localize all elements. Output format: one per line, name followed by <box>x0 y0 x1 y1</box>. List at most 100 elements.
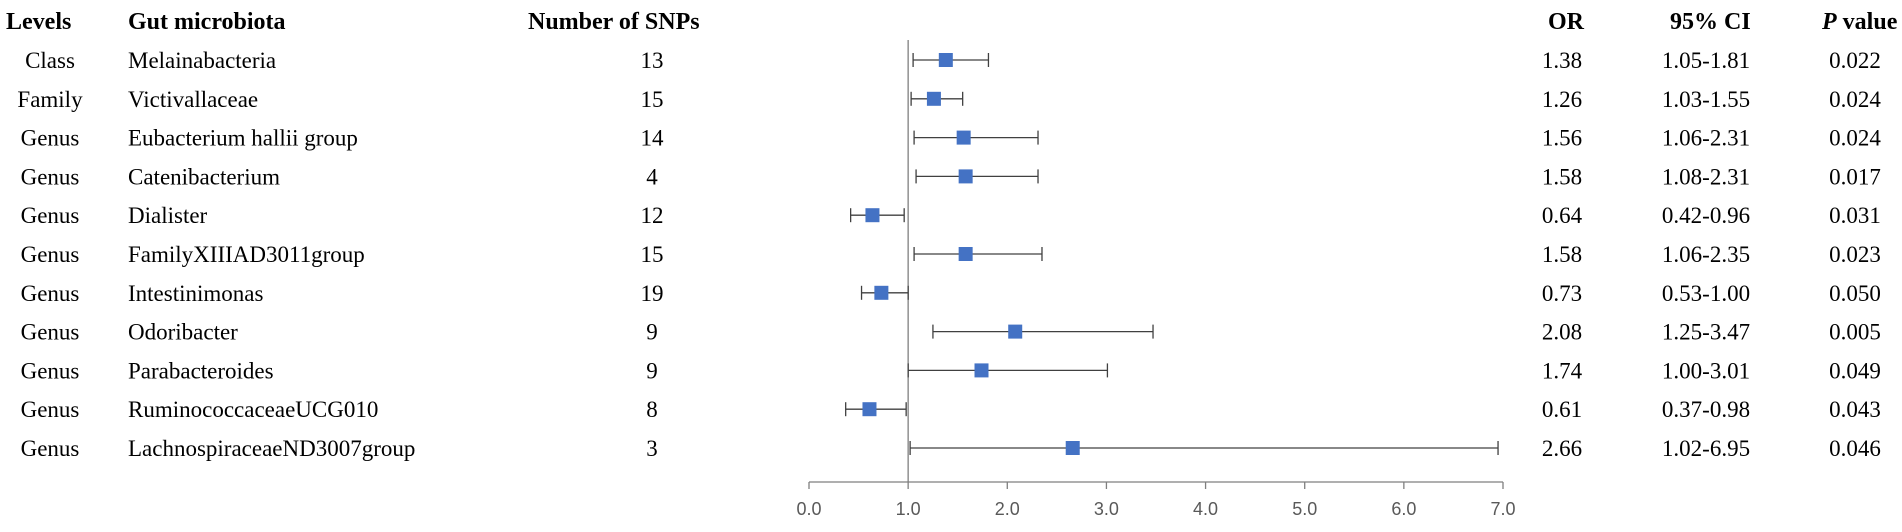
row-p-value: 0.024 <box>1829 87 1881 112</box>
or-marker <box>1008 324 1023 339</box>
row-p-value: 0.050 <box>1829 281 1881 306</box>
row-p-value: 0.043 <box>1829 397 1881 422</box>
row-taxon: Victivallaceae <box>128 87 258 112</box>
table-row: Genus Intestinimonas 19 0.73 0.53-1.00 0.050 <box>21 281 1881 306</box>
x-tick-label: 3.0 <box>1094 499 1119 519</box>
row-taxon: RuminococcaceaeUCG010 <box>128 397 378 422</box>
row-ci: 1.25-3.47 <box>1662 320 1750 345</box>
row-taxon: LachnospiraceaeND3007group <box>128 436 415 461</box>
row-snps: 13 <box>641 48 664 73</box>
x-tick-label: 7.0 <box>1490 499 1515 519</box>
row-taxon: Intestinimonas <box>128 281 263 306</box>
row-snps: 9 <box>646 358 658 383</box>
table-row: Genus RuminococcaceaeUCG010 8 0.61 0.37-0.98… <box>21 397 1881 422</box>
row-level: Genus <box>21 358 80 383</box>
row-p-value: 0.022 <box>1829 48 1881 73</box>
table-rows: Class Melainabacteria 13 1.38 1.05-1.81 0.022… <box>17 48 1881 461</box>
row-or: 0.64 <box>1542 203 1583 228</box>
x-tick-label: 4.0 <box>1193 499 1218 519</box>
row-ci: 1.05-1.81 <box>1662 48 1750 73</box>
row-p-value: 0.031 <box>1829 203 1881 228</box>
table-row: Genus Odoribacter 9 2.08 1.25-3.47 0.005 <box>21 320 1881 345</box>
forest-row-marks <box>907 363 1109 378</box>
row-snps: 12 <box>641 203 664 228</box>
x-tick-label: 5.0 <box>1292 499 1317 519</box>
table-row: Genus Eubacterium hallii group 14 1.56 1.06-… <box>21 126 1882 151</box>
row-taxon: Eubacterium hallii group <box>128 126 358 151</box>
forest-row-marks <box>849 208 905 223</box>
row-or: 1.58 <box>1542 164 1582 189</box>
row-or: 1.56 <box>1542 126 1582 151</box>
row-p-value: 0.017 <box>1829 164 1881 189</box>
row-snps: 19 <box>641 281 664 306</box>
header-taxon: Gut microbiota <box>128 9 286 35</box>
row-snps: 15 <box>641 242 664 267</box>
row-ci: 0.53-1.00 <box>1662 281 1750 306</box>
row-snps: 9 <box>646 320 658 345</box>
forest-row-marks <box>913 247 1043 261</box>
row-p-value: 0.023 <box>1829 242 1881 267</box>
forest-row-marks <box>915 169 1039 184</box>
row-taxon: Parabacteroides <box>128 358 274 383</box>
row-taxon: Dialister <box>128 203 208 228</box>
or-marker <box>956 130 971 145</box>
x-tick-label: 2.0 <box>995 499 1020 519</box>
row-ci: 0.37-0.98 <box>1662 397 1750 422</box>
row-level: Genus <box>21 436 80 461</box>
row-ci: 1.08-2.31 <box>1662 164 1750 189</box>
row-snps: 15 <box>641 87 664 112</box>
header-snps: Number of SNPs <box>528 9 700 35</box>
table-row: Genus FamilyXIIIAD3011group 15 1.58 1.06-2.3… <box>21 242 1881 267</box>
row-or: 1.58 <box>1542 242 1582 267</box>
header-p-letter: P <box>1821 9 1837 35</box>
forest-row-marks <box>909 441 1499 455</box>
row-ci: 0.42-0.96 <box>1662 203 1750 228</box>
x-tick-label: 6.0 <box>1391 499 1416 519</box>
row-level: Genus <box>21 281 80 306</box>
row-or: 1.74 <box>1542 358 1583 383</box>
row-or: 1.38 <box>1542 48 1582 73</box>
forest-row-marks <box>913 130 1039 145</box>
row-p-value: 0.024 <box>1829 126 1881 151</box>
row-level: Genus <box>21 203 80 228</box>
row-ci: 1.06-2.31 <box>1662 126 1750 151</box>
row-level: Class <box>25 48 75 73</box>
header-row: Levels Gut microbiota Number of SNPs OR … <box>6 9 1898 35</box>
row-level: Genus <box>21 242 80 267</box>
forest-row-marks <box>860 285 909 300</box>
row-p-value: 0.046 <box>1829 436 1881 461</box>
row-level: Genus <box>21 320 80 345</box>
row-snps: 4 <box>646 164 658 189</box>
row-ci: 1.06-2.35 <box>1662 242 1750 267</box>
row-level: Genus <box>21 397 80 422</box>
table-row: Family Victivallaceae 15 1.26 1.03-1.55 0.024 <box>17 87 1881 112</box>
forest-row-marks <box>910 91 964 106</box>
row-taxon: Catenibacterium <box>128 164 280 189</box>
row-taxon: FamilyXIIIAD3011group <box>128 242 365 267</box>
or-marker <box>1065 441 1080 455</box>
or-marker <box>862 402 877 417</box>
plot-area: 0.0 1.0 2.0 3.0 4.0 5.0 6.0 7.0 <box>796 40 1516 519</box>
row-level: Genus <box>21 164 80 189</box>
row-ci: 1.03-1.55 <box>1662 87 1750 112</box>
table-row: Genus Dialister 12 0.64 0.42-0.96 0.031 <box>21 203 1881 228</box>
row-or: 0.73 <box>1542 281 1582 306</box>
x-tick-label: 1.0 <box>896 499 921 519</box>
or-marker <box>958 169 973 184</box>
header-p-value: P value <box>1821 9 1898 35</box>
forest-row-marks <box>845 402 907 417</box>
or-marker <box>926 91 941 106</box>
header-levels: Levels <box>6 9 71 35</box>
row-level: Genus <box>21 126 80 151</box>
row-or: 2.66 <box>1542 436 1582 461</box>
row-taxon: Melainabacteria <box>128 48 276 73</box>
forest-row-marks <box>932 324 1154 339</box>
row-or: 2.08 <box>1542 320 1582 345</box>
or-marker <box>874 285 889 300</box>
or-marker <box>974 363 989 378</box>
row-snps: 3 <box>646 436 658 461</box>
x-tick-label: 0.0 <box>796 499 821 519</box>
header-ci: 95% CI <box>1670 9 1751 35</box>
row-level: Family <box>17 87 83 112</box>
